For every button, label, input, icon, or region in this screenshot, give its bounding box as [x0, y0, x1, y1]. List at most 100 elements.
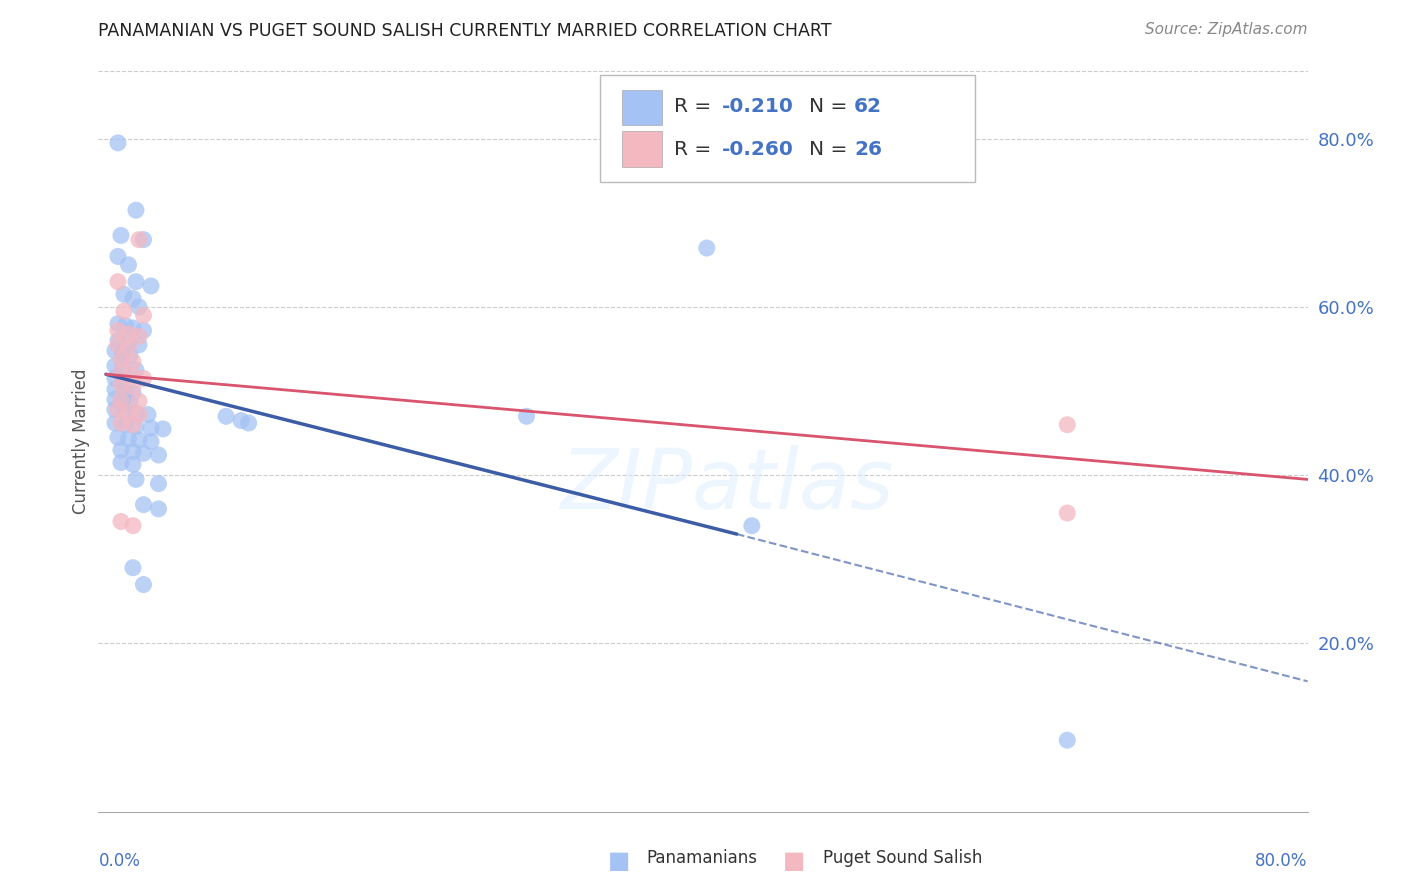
- Point: [148, 501, 170, 516]
- Point: [125, 472, 148, 486]
- Point: [104, 359, 127, 373]
- Point: [122, 380, 145, 394]
- Point: [122, 560, 145, 574]
- Point: [110, 366, 132, 380]
- Point: [1056, 417, 1078, 432]
- Point: [107, 334, 129, 348]
- Point: [125, 363, 148, 377]
- Point: [125, 275, 148, 289]
- Point: [132, 498, 155, 512]
- Text: 80.0%: 80.0%: [1256, 852, 1308, 870]
- Point: [148, 476, 170, 491]
- Point: [114, 417, 136, 432]
- Point: [111, 346, 134, 360]
- Point: [125, 406, 148, 420]
- Point: [110, 442, 132, 457]
- Point: [118, 349, 141, 363]
- FancyBboxPatch shape: [600, 75, 976, 183]
- Point: [110, 352, 132, 367]
- Point: [122, 368, 145, 383]
- Text: N =: N =: [810, 139, 855, 159]
- Point: [515, 409, 537, 424]
- Point: [111, 360, 134, 375]
- Point: [122, 518, 145, 533]
- Point: [128, 233, 150, 247]
- Point: [229, 413, 252, 427]
- Text: 26: 26: [855, 139, 882, 159]
- Point: [128, 300, 150, 314]
- Point: [128, 394, 150, 409]
- Point: [112, 304, 135, 318]
- Text: Panamanians: Panamanians: [647, 849, 758, 867]
- Text: -0.260: -0.260: [723, 139, 794, 159]
- Point: [110, 392, 132, 407]
- Point: [107, 338, 129, 352]
- Point: [114, 384, 136, 398]
- Point: [215, 409, 238, 424]
- Point: [136, 408, 159, 422]
- Point: [110, 416, 132, 430]
- Point: [125, 203, 148, 218]
- Point: [107, 402, 129, 417]
- Point: [114, 318, 136, 333]
- Point: [132, 577, 155, 591]
- Point: [148, 448, 170, 462]
- Point: [128, 408, 150, 422]
- Point: [1056, 506, 1078, 520]
- Point: [132, 309, 155, 323]
- Point: [111, 394, 134, 409]
- Point: [238, 416, 260, 430]
- Point: [122, 292, 145, 306]
- Y-axis label: Currently Married: Currently Married: [72, 368, 90, 515]
- Text: 62: 62: [855, 97, 882, 116]
- Text: ZIPatlas: ZIPatlas: [561, 445, 894, 526]
- Text: 0.0%: 0.0%: [98, 852, 141, 870]
- Point: [1056, 733, 1078, 747]
- Point: [117, 326, 139, 341]
- Point: [104, 402, 127, 417]
- Point: [107, 275, 129, 289]
- Text: Puget Sound Salish: Puget Sound Salish: [823, 849, 981, 867]
- Point: [111, 373, 134, 387]
- Point: [139, 421, 162, 435]
- Point: [152, 422, 174, 436]
- Text: R =: R =: [673, 139, 717, 159]
- Point: [104, 383, 127, 397]
- Text: Source: ZipAtlas.com: Source: ZipAtlas.com: [1144, 22, 1308, 37]
- Point: [122, 444, 145, 458]
- Point: [139, 279, 162, 293]
- Point: [107, 317, 129, 331]
- Point: [104, 371, 127, 385]
- Point: [122, 385, 145, 400]
- Point: [122, 417, 145, 432]
- Point: [107, 324, 129, 338]
- Point: [139, 434, 162, 449]
- Point: [128, 338, 150, 352]
- Point: [122, 354, 145, 368]
- Point: [117, 405, 139, 419]
- Point: [112, 404, 135, 418]
- Point: [132, 371, 155, 385]
- Point: [122, 321, 145, 335]
- Point: [110, 377, 132, 392]
- Point: [118, 396, 141, 410]
- FancyBboxPatch shape: [621, 131, 662, 167]
- Point: [117, 340, 139, 354]
- Point: [110, 515, 132, 529]
- Point: [112, 287, 135, 301]
- Text: PANAMANIAN VS PUGET SOUND SALISH CURRENTLY MARRIED CORRELATION CHART: PANAMANIAN VS PUGET SOUND SALISH CURRENT…: [98, 22, 832, 40]
- Point: [132, 233, 155, 247]
- Text: -0.210: -0.210: [723, 97, 794, 116]
- FancyBboxPatch shape: [621, 90, 662, 126]
- Text: ■: ■: [607, 849, 630, 873]
- Point: [696, 241, 718, 255]
- Text: R =: R =: [673, 97, 717, 116]
- Point: [117, 258, 139, 272]
- Point: [107, 136, 129, 150]
- Point: [104, 343, 127, 358]
- Point: [122, 457, 145, 471]
- Point: [128, 329, 150, 343]
- Point: [128, 433, 150, 447]
- Point: [117, 432, 139, 446]
- Point: [104, 416, 127, 430]
